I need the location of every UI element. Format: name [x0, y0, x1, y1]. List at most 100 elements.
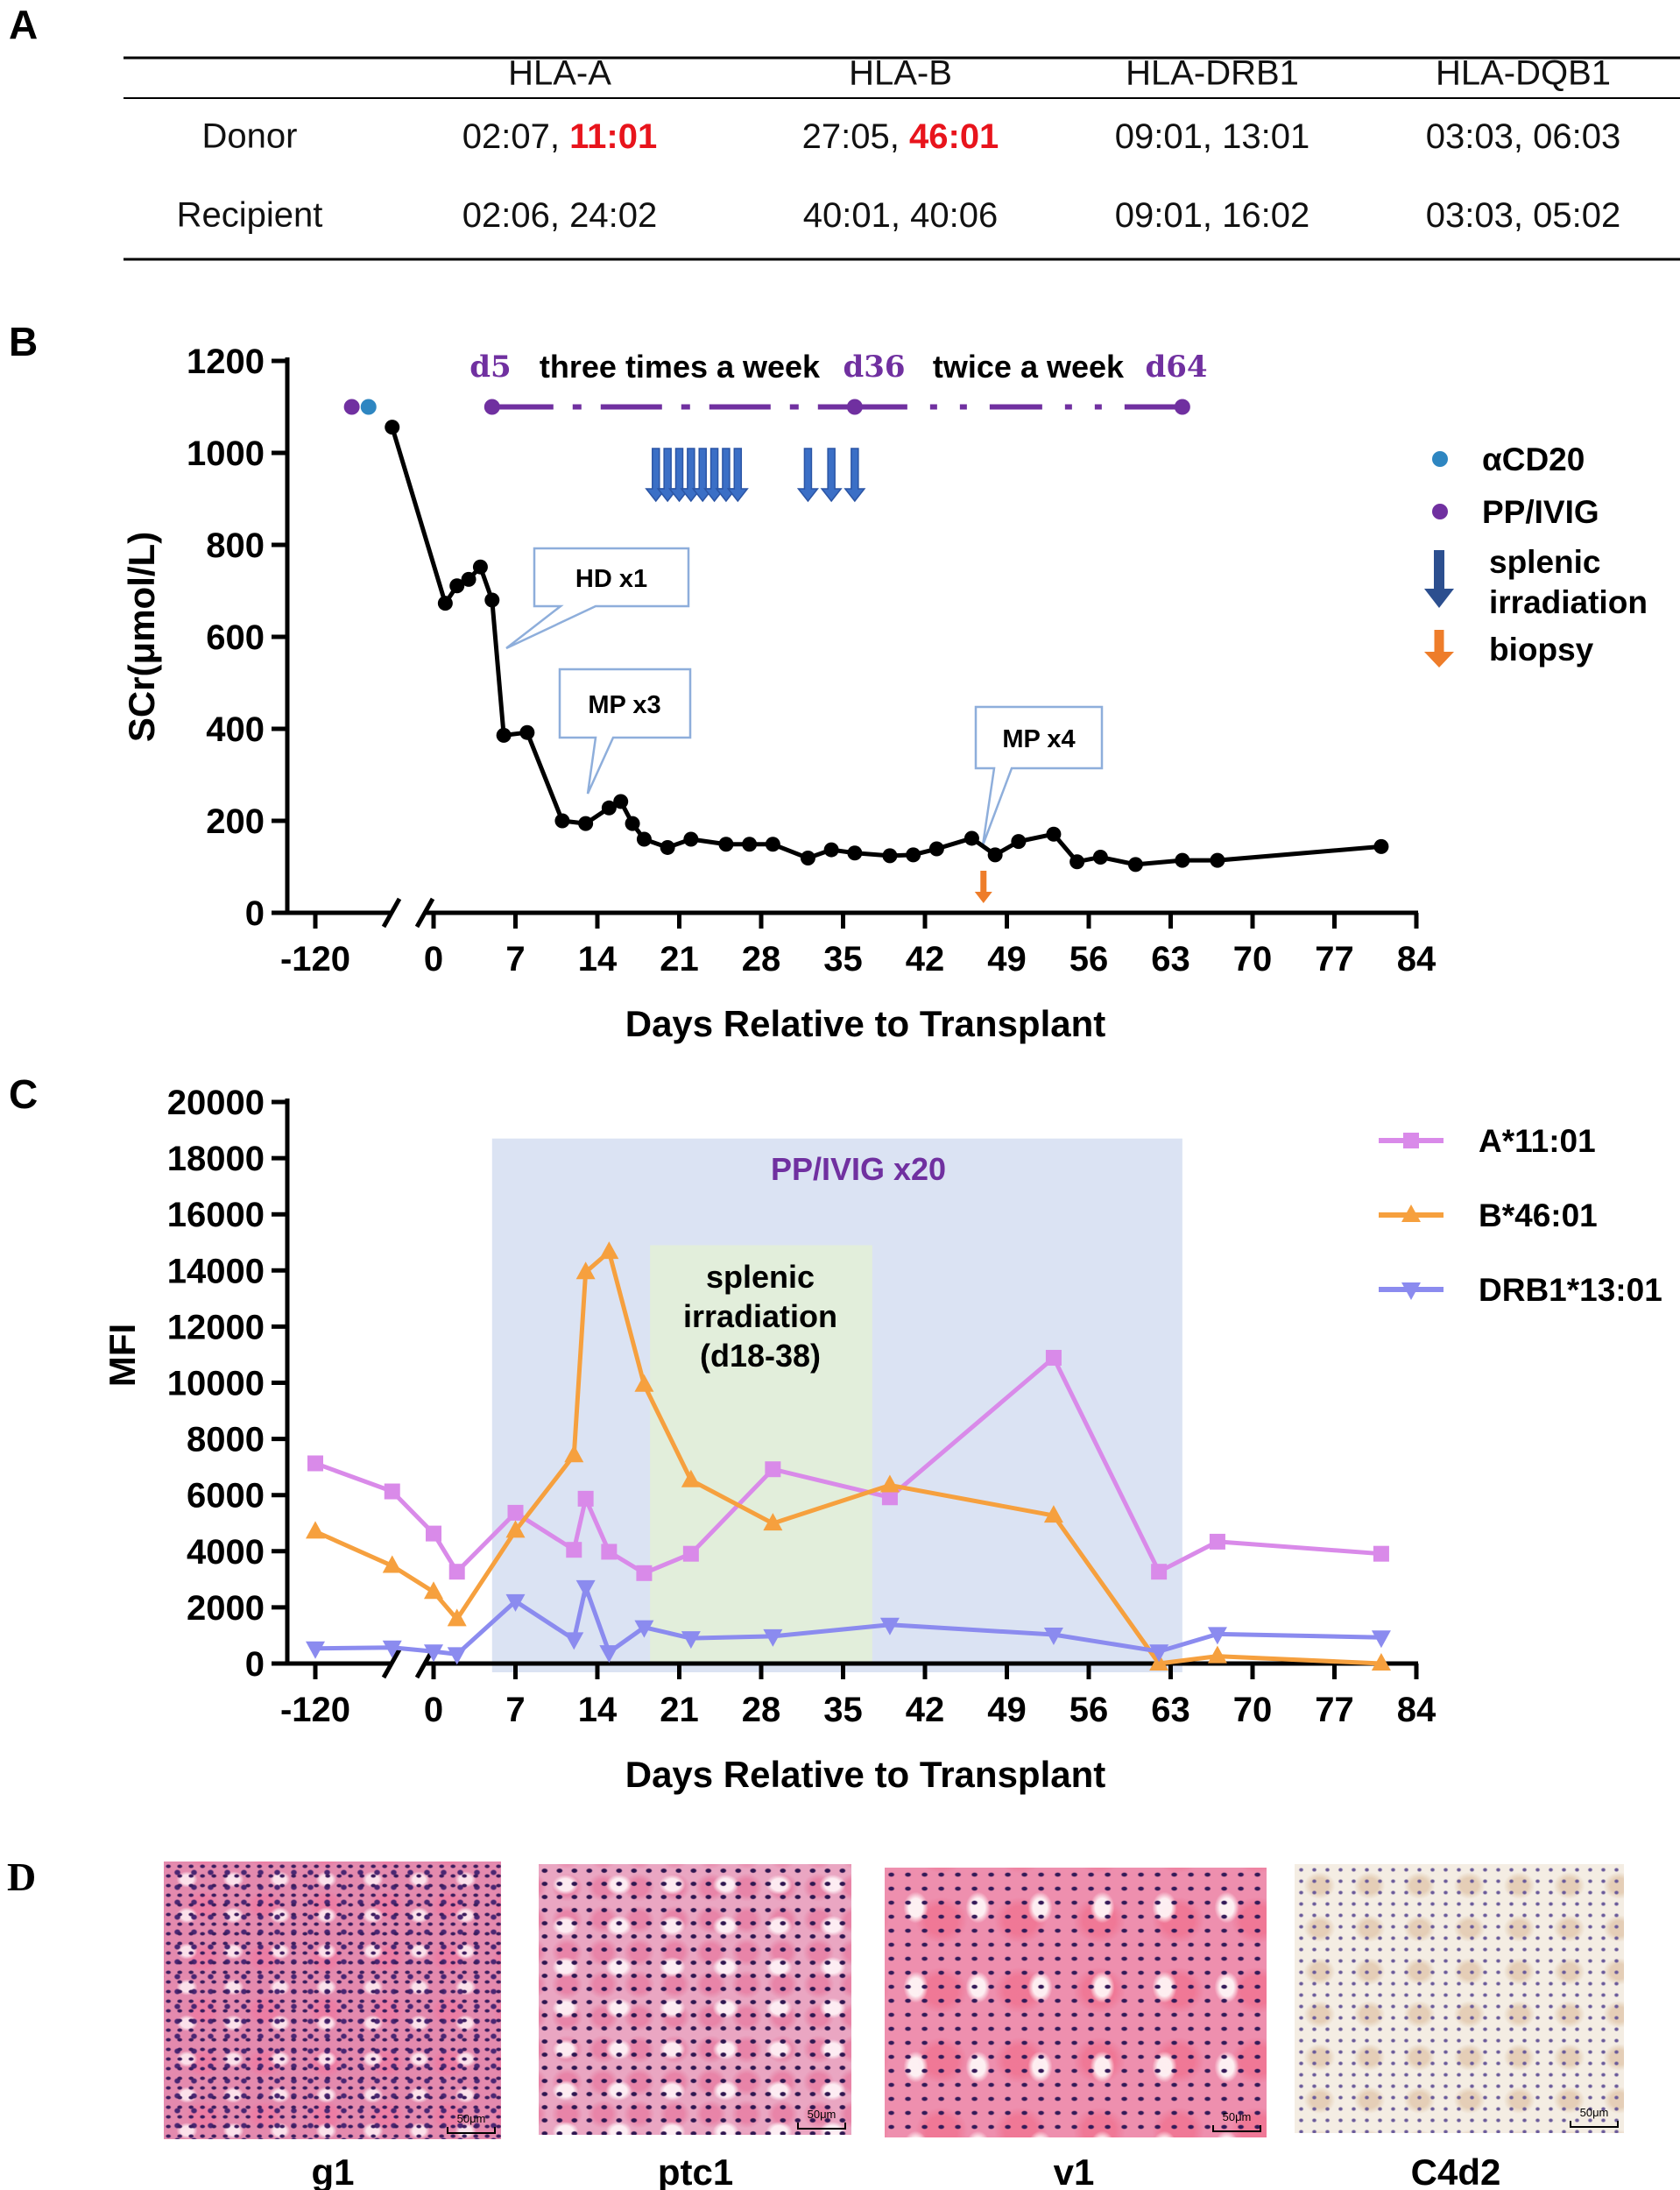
splenic-irradiation-period-region: [650, 1245, 872, 1664]
irradiation-region-label: splenic: [706, 1259, 815, 1295]
schedule-label-mid: d36: [843, 350, 905, 385]
scr-data-point: [660, 839, 675, 855]
data-point: [599, 1241, 619, 1260]
table-header-hla-a: HLA-A: [508, 54, 611, 93]
scale-bar: 50μm: [1570, 2106, 1619, 2128]
data-point: [1371, 1630, 1391, 1649]
pre-transplant-dot: [360, 399, 377, 415]
scr-data-point: [882, 848, 898, 864]
legend-label: αCD20: [1482, 442, 1585, 477]
table-cell: 09:01, 13:01: [1115, 117, 1309, 156]
schedule-label-phase2: twice a week: [933, 349, 1125, 385]
histology-label: v1: [1054, 2151, 1095, 2190]
data-point: [601, 1544, 618, 1560]
x-tick-label: 42: [906, 1691, 945, 1729]
schedule-point: [1174, 399, 1190, 415]
data-point: [382, 1555, 402, 1573]
y-tick-label: 400: [206, 710, 265, 749]
table-cell: 27:05, 46:01: [802, 117, 999, 156]
data-point: [564, 1632, 584, 1650]
irradiation-region-label: irradiation: [683, 1298, 837, 1334]
scr-data-point: [742, 837, 758, 852]
data-point: [1043, 1627, 1063, 1645]
y-tick-label: 4000: [187, 1533, 265, 1572]
y-tick-label: 200: [206, 802, 265, 841]
scr-data-point: [1127, 857, 1143, 872]
mismatch-allele: 11:01: [569, 117, 657, 156]
legend-marker-irradiation-arrow: [1424, 550, 1454, 608]
scale-bar-label: 50μm: [1579, 2106, 1609, 2119]
y-tick-label: 20000: [167, 1084, 265, 1122]
schedule-point: [484, 399, 500, 415]
data-point: [448, 1564, 465, 1580]
scr-data-point: [1069, 854, 1085, 870]
data-point: [879, 1617, 900, 1635]
scale-bar-label: 50μm: [456, 2112, 486, 2125]
scr-data-point: [683, 831, 699, 847]
data-point: [1045, 1349, 1062, 1366]
x-tick-label: 63: [1151, 940, 1190, 978]
x-tick-label: 84: [1397, 1691, 1436, 1729]
y-tick-label: 2000: [187, 1589, 265, 1628]
callout-box: [558, 668, 692, 795]
x-tick-label: 0: [424, 940, 443, 978]
scale-bar-line: [1212, 2125, 1261, 2132]
data-point: [881, 1489, 898, 1506]
scr-data-point: [554, 813, 570, 829]
axis-break-mark: [414, 897, 435, 929]
legend: αCD20 PP/IVIG splenic irradiation biopsy: [1424, 442, 1648, 668]
data-point: [575, 1261, 596, 1280]
allele-text: 03:03, 05:02: [1426, 196, 1620, 235]
histology-label: ptc1: [658, 2151, 733, 2190]
allele-text: 02:07,: [462, 117, 569, 156]
legend-label: biopsy: [1489, 632, 1594, 668]
x-tick-label: 56: [1069, 940, 1109, 978]
y-tick-label: 1000: [187, 434, 265, 473]
row-label: Recipient: [177, 196, 323, 235]
y-tick-label: 6000: [187, 1477, 265, 1515]
data-point: [306, 1641, 325, 1659]
legend-item: A*11:01: [1379, 1123, 1596, 1159]
splenic-irradiation-arrow: [645, 448, 667, 503]
callout-box: [974, 705, 1104, 846]
x-tick-label: 35: [823, 940, 863, 978]
data-point: [634, 1620, 654, 1638]
y-tick-label: 18000: [167, 1140, 265, 1178]
allele-text: 09:01, 16:02: [1115, 196, 1309, 235]
data-point: [384, 1483, 400, 1500]
data-point: [1207, 1645, 1227, 1664]
callout-text: HD x1: [575, 565, 647, 593]
data-point: [575, 1579, 596, 1598]
histology-image-c4d2: 50μm: [1295, 1864, 1624, 2133]
scr-data-point: [601, 800, 617, 816]
y-tick-label: 14000: [167, 1252, 265, 1290]
mismatch-allele: 46:01: [909, 117, 999, 156]
y-tick-label: 0: [245, 1645, 265, 1684]
scr-data-point: [928, 841, 944, 857]
series-b-46-01: [306, 1241, 1391, 1671]
data-point: [599, 1645, 619, 1664]
x-tick-label: 84: [1397, 940, 1436, 978]
legend-label: splenic: [1489, 544, 1601, 580]
pre-transplant-dot: [343, 399, 360, 415]
data-point: [382, 1640, 402, 1658]
splenic-irradiation-arrow: [820, 448, 843, 503]
splenic-irradiation-arrow: [715, 448, 738, 503]
allele-text: 09:01, 13:01: [1115, 117, 1309, 156]
table-cell: 03:03, 06:03: [1426, 117, 1620, 156]
x-tick-label: 63: [1151, 1691, 1190, 1729]
histology-label: C4d2: [1411, 2151, 1501, 2190]
scr-data-point: [625, 816, 640, 831]
scr-data-point: [461, 571, 476, 587]
y-tick-label: 12000: [167, 1308, 265, 1346]
x-tick-label: -120: [280, 940, 350, 978]
data-point: [1151, 1564, 1168, 1580]
histology-image-g1: 50μm: [164, 1862, 501, 2139]
scr-data-point: [964, 830, 979, 846]
scr-data-point: [906, 847, 921, 863]
table-cell: 40:01, 40:06: [803, 196, 998, 235]
series-line: [314, 1249, 1382, 1666]
series-line: [314, 1355, 1382, 1576]
